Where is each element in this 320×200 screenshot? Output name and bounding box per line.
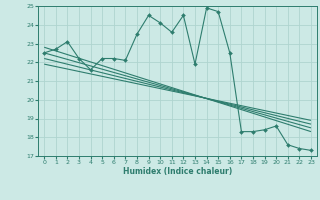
- X-axis label: Humidex (Indice chaleur): Humidex (Indice chaleur): [123, 167, 232, 176]
